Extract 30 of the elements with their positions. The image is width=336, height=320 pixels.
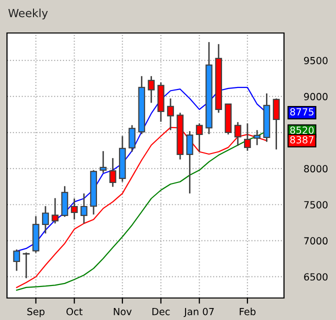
candlestick (272, 98, 280, 150)
candlestick (80, 192, 88, 224)
candlestick (13, 248, 20, 272)
candlestick (42, 205, 49, 234)
candlestick (109, 157, 116, 188)
candlestick (61, 185, 68, 218)
x-tick-label: Dec (152, 308, 170, 316)
x-tick-label: Jan 07 (184, 308, 214, 318)
y-tick-label: 7500 (304, 201, 328, 208)
candlestick (254, 129, 261, 146)
y-tick-label: 8000 (304, 165, 328, 172)
candlestick (186, 130, 194, 194)
text: 8387 (290, 136, 314, 144)
candlestick (100, 150, 107, 174)
x-tick-label: Nov (114, 308, 132, 316)
candlestick (52, 197, 59, 224)
candlestick (148, 75, 155, 104)
x-tick-label: Feb (240, 308, 256, 316)
y-tick-label: 6500 (304, 273, 328, 281)
x-tick-label: Oct (66, 308, 82, 316)
text: 8775 (290, 108, 314, 116)
text: 8520 (290, 126, 314, 134)
y-tick-label: 9500 (304, 56, 328, 64)
x-tick-label: Sep (27, 308, 44, 318)
y-tick-label: 7000 (304, 237, 328, 245)
candlestick (70, 198, 78, 220)
y-tick-label: 9000 (304, 92, 328, 100)
candlestick (22, 252, 30, 279)
chart-title: Weekly (8, 8, 48, 20)
candlestick (128, 124, 136, 152)
